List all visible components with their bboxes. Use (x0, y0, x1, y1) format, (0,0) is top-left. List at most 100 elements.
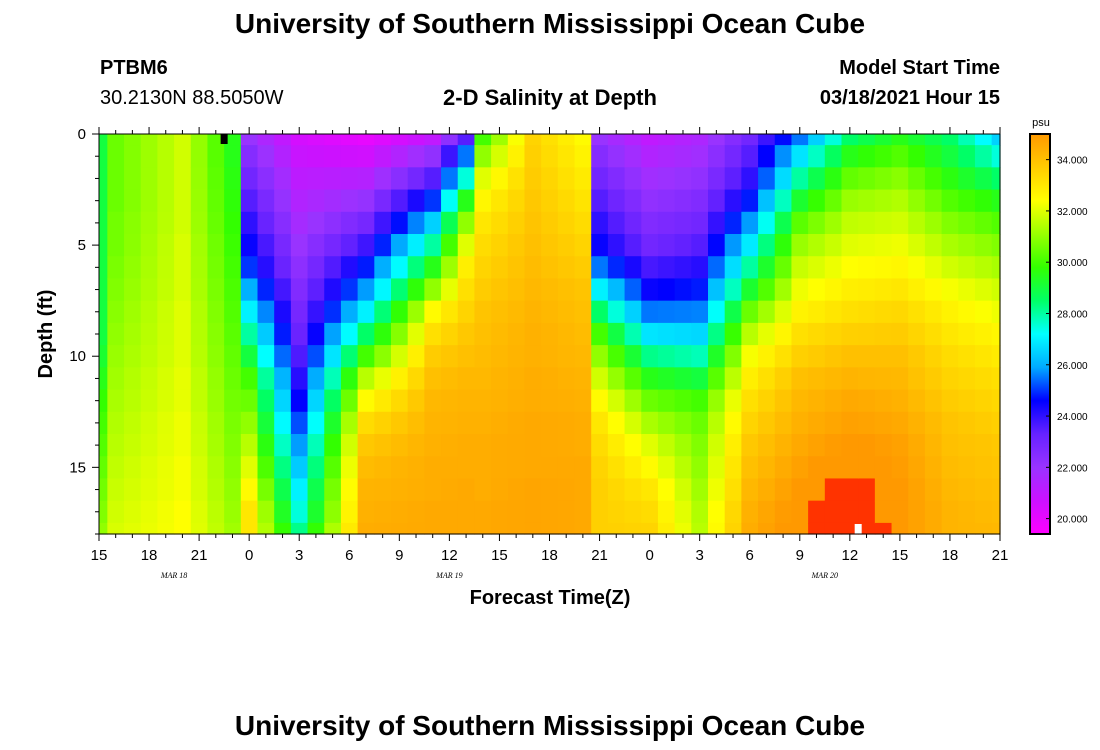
heatmap-cell (607, 322, 626, 346)
x-tick-label: 0 (645, 547, 653, 564)
heatmap-cell (958, 278, 976, 302)
heatmap-cell (124, 434, 142, 457)
heatmap-cell (841, 500, 859, 524)
heatmap-cell (390, 189, 409, 213)
heatmap-cell (441, 300, 459, 324)
heatmap-cell (607, 478, 626, 502)
heatmap-cell (491, 522, 509, 535)
heatmap-cell (424, 367, 442, 391)
heatmap-cell (824, 389, 843, 413)
heatmap-cell (340, 145, 359, 168)
heatmap-cell (824, 211, 843, 235)
heatmap-cell (841, 522, 859, 535)
heatmap-cell (357, 134, 375, 146)
heatmap-cell (557, 278, 576, 302)
heatmap-cell (557, 145, 576, 168)
heatmap-cell (274, 211, 292, 235)
heatmap-cell (174, 234, 192, 257)
heatmap-cell (841, 145, 859, 168)
heatmap-cell (708, 189, 726, 213)
heatmap-cell (874, 278, 893, 302)
heatmap-cell (407, 411, 425, 435)
heatmap-cell (591, 145, 609, 168)
heatmap-cell (741, 322, 759, 346)
heatmap-cell (674, 434, 692, 457)
heatmap-cell (441, 389, 459, 413)
heatmap-cell (257, 500, 275, 524)
heatmap-cell (407, 211, 425, 235)
heatmap-cell (824, 278, 843, 302)
heatmap-cell (124, 389, 142, 413)
heatmap-cell (441, 167, 459, 191)
heatmap-cell (174, 389, 192, 413)
heatmap-cell (324, 189, 342, 213)
heatmap-cell (340, 234, 359, 257)
heatmap-cell (274, 300, 292, 324)
heatmap-cell (290, 500, 309, 524)
heatmap-cell (340, 522, 359, 535)
heatmap-cell (424, 322, 442, 346)
heatmap-cell (641, 522, 659, 535)
heatmap-cell (507, 234, 526, 257)
heatmap-cell (774, 434, 793, 457)
heatmap-cell (924, 345, 943, 368)
heatmap-cell (991, 211, 1001, 235)
heatmap-cell (157, 300, 175, 324)
heatmap-cell (841, 367, 859, 391)
heatmap-cell (941, 411, 959, 435)
heatmap-cell (424, 167, 442, 191)
heatmap-cell (791, 145, 809, 168)
heatmap-cell (507, 278, 526, 302)
heatmap-cell (457, 500, 476, 524)
heatmap-cell (574, 411, 592, 435)
heatmap-cell (140, 434, 158, 457)
heatmap-cell (924, 234, 943, 257)
heatmap-cell (107, 145, 125, 168)
heatmap-cell (708, 478, 726, 502)
heatmap-cell (441, 434, 459, 457)
heatmap-cell (674, 256, 692, 280)
heatmap-cell (724, 234, 742, 257)
heatmap-cell (891, 522, 909, 535)
heatmap-cell (724, 145, 742, 168)
x-tick-label: 12 (441, 547, 458, 564)
heatmap-cell (541, 189, 559, 213)
heatmap-cell (457, 411, 476, 435)
heatmap-cell (224, 167, 242, 191)
heatmap-cell (441, 367, 459, 391)
heatmap-cell (758, 389, 776, 413)
heatmap-cell (657, 234, 676, 257)
heatmap-cell (424, 189, 442, 213)
heatmap-cell (257, 367, 275, 391)
heatmap-cell (941, 211, 959, 235)
heatmap-cell (557, 522, 576, 535)
heatmap-cell (190, 211, 209, 235)
heatmap-cell (240, 300, 259, 324)
heatmap-cell (474, 134, 492, 146)
heatmap-cell (591, 211, 609, 235)
heatmap-cell (157, 345, 175, 368)
heatmap-cell (457, 278, 476, 302)
heatmap-cell (99, 134, 108, 146)
heatmap-cell (524, 278, 542, 302)
heatmap-cell (858, 500, 876, 524)
heatmap-cell (774, 389, 793, 413)
heatmap-cell (441, 322, 459, 346)
heatmap-cell (474, 345, 492, 368)
heatmap-cell (274, 478, 292, 502)
heatmap-cell (607, 189, 626, 213)
heatmap-marker (220, 134, 228, 144)
heatmap-cell (708, 367, 726, 391)
heatmap-cell (357, 389, 375, 413)
heatmap-cell (257, 167, 275, 191)
heatmap-cell (407, 367, 425, 391)
heatmap-cell (691, 189, 709, 213)
heatmap-cell (808, 256, 826, 280)
heatmap-cell (107, 500, 125, 524)
heatmap-cell (841, 211, 859, 235)
heatmap-cell (340, 434, 359, 457)
heatmap-cell (390, 256, 409, 280)
heatmap-cell (274, 145, 292, 168)
heatmap-cell (324, 456, 342, 480)
heatmap-cell (524, 256, 542, 280)
